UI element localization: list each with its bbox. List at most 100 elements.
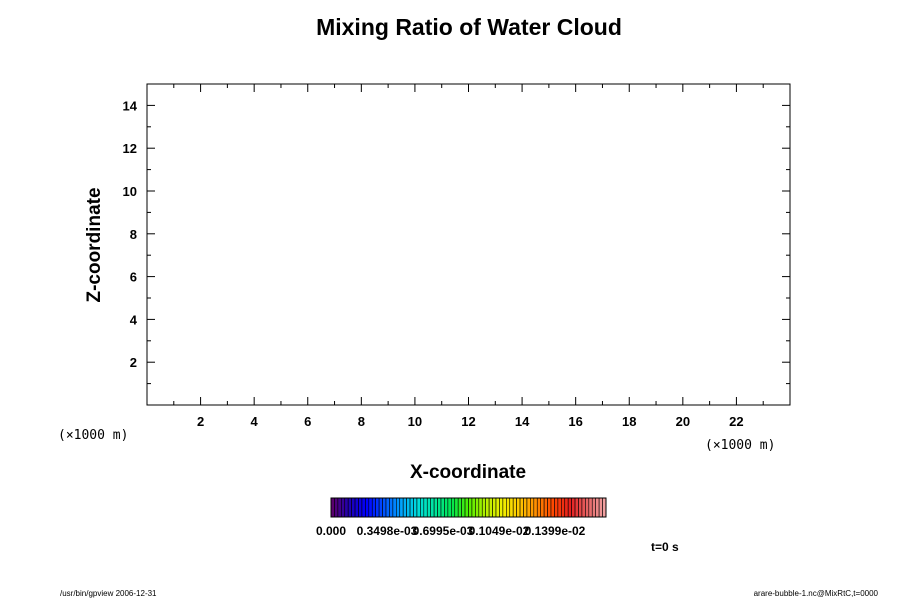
colorbar-cell — [574, 497, 579, 518]
colorbar-cell — [543, 497, 548, 518]
colorbar-cell — [540, 497, 545, 518]
colorbar-cell — [595, 497, 600, 518]
colorbar-cell — [365, 497, 370, 518]
colorbar-cell — [440, 497, 445, 518]
colorbar-cell — [516, 497, 521, 518]
y-tick-label: 4 — [130, 312, 138, 327]
colorbar-cell — [433, 497, 438, 518]
colorbar-cell — [461, 497, 466, 518]
x-axis: 2 4 6 8 10 12 14 16 18 20 22 — [173, 84, 764, 429]
colorbar-cell — [368, 497, 373, 518]
colorbar-cell — [519, 497, 524, 518]
y-tick-label: 8 — [130, 227, 137, 242]
colorbar-label: 0.1399e-02 — [525, 524, 586, 538]
y-tick-label: 10 — [123, 184, 137, 199]
colorbar-cell — [389, 497, 394, 518]
colorbar-cell — [385, 497, 390, 518]
colorbar-cell — [361, 497, 366, 518]
time-label: t=0 s — [651, 540, 679, 554]
y-tick-label: 2 — [130, 355, 137, 370]
colorbar-cell — [399, 497, 404, 518]
y-axis-label: Z-coordinate — [84, 187, 105, 302]
colorbar-cell — [547, 497, 552, 518]
colorbar-cell — [468, 497, 473, 518]
colorbar-cell — [382, 497, 387, 518]
y-tick-label: 12 — [123, 141, 137, 156]
colorbar-label: 0.1049e-02 — [469, 524, 530, 538]
colorbar-cell — [536, 497, 541, 518]
colorbar-cell — [416, 497, 421, 518]
colorbar-label: 0.6995e-03 — [413, 524, 474, 538]
colorbar-cell — [344, 497, 349, 518]
colorbar-cell — [375, 497, 380, 518]
x-tick-label: 22 — [729, 414, 743, 429]
colorbar-cell — [499, 497, 504, 518]
colorbar-cell — [402, 497, 407, 518]
colorbar-cell — [526, 497, 531, 518]
footer-left: /usr/bin/gpview 2006-12-31 — [60, 589, 157, 598]
colorbar-cell — [464, 497, 469, 518]
x-axis-label: X-coordinate — [410, 462, 526, 483]
colorbar-cell — [602, 497, 607, 518]
colorbar-cell — [578, 497, 583, 518]
colorbar-cell — [396, 497, 401, 518]
colorbar-cell — [533, 497, 538, 518]
colorbar-cell — [492, 497, 497, 518]
colorbar-cell — [341, 497, 346, 518]
colorbar-cell — [337, 497, 342, 518]
colorbar-cell — [444, 497, 449, 518]
y-tick-label: 14 — [123, 98, 138, 113]
colorbar-cell — [351, 497, 356, 518]
colorbar-cell — [420, 497, 425, 518]
colorbar-cell — [502, 497, 507, 518]
colorbar-cell — [354, 497, 359, 518]
colorbar-cell — [561, 497, 566, 518]
y-tick-label: 6 — [130, 270, 137, 285]
colorbar-labels: 0.000 0.3498e-030.6995e-030.1049e-020.139… — [316, 524, 586, 538]
colorbar-cell — [481, 497, 486, 518]
colorbar-cell — [581, 497, 586, 518]
colorbar-cell — [564, 497, 569, 518]
colorbar-cell — [392, 497, 397, 518]
colorbar-cell — [471, 497, 476, 518]
colorbar-cell — [571, 497, 576, 518]
colorbar-cell — [585, 497, 590, 518]
colorbar-cell — [512, 497, 517, 518]
colorbar-cell — [330, 497, 335, 518]
colorbar-label: 0.3498e-03 — [357, 524, 418, 538]
y-axis: 2 4 6 8 10 12 14 — [123, 98, 790, 385]
colorbar-cell — [554, 497, 559, 518]
x-tick-label: 2 — [197, 414, 204, 429]
colorbar-cell — [447, 497, 452, 518]
colorbar-cell — [485, 497, 490, 518]
y-axis-unit: (×1000 m) — [58, 428, 128, 443]
colorbar-cell — [423, 497, 428, 518]
colorbar-cell — [451, 497, 456, 518]
colorbar-cell — [557, 497, 562, 518]
colorbar-cell — [506, 497, 511, 518]
plot-frame — [146, 83, 791, 406]
colorbar-cell — [591, 497, 596, 518]
colorbar-cell — [426, 497, 431, 518]
colorbar-label: 0.000 — [316, 524, 346, 538]
colorbar-cell — [406, 497, 411, 518]
colorbar-cell — [378, 497, 383, 518]
x-axis-unit: (×1000 m) — [705, 438, 775, 453]
x-tick-label: 16 — [568, 414, 582, 429]
colorbar-cell — [457, 497, 462, 518]
colorbar-cell — [598, 497, 603, 518]
colorbar-cell — [509, 497, 514, 518]
colorbar-cell — [495, 497, 500, 518]
x-tick-label: 10 — [408, 414, 422, 429]
colorbar-cell — [530, 497, 535, 518]
colorbar-cell — [430, 497, 435, 518]
colorbar-cell — [550, 497, 555, 518]
footer-right: arare-bubble-1.nc@MixRtC,t=0000 — [753, 589, 878, 598]
colorbar-cell — [567, 497, 572, 518]
x-tick-label: 4 — [251, 414, 259, 429]
colorbar-cell — [454, 497, 459, 518]
x-tick-label: 20 — [676, 414, 690, 429]
colorbar — [330, 497, 607, 518]
